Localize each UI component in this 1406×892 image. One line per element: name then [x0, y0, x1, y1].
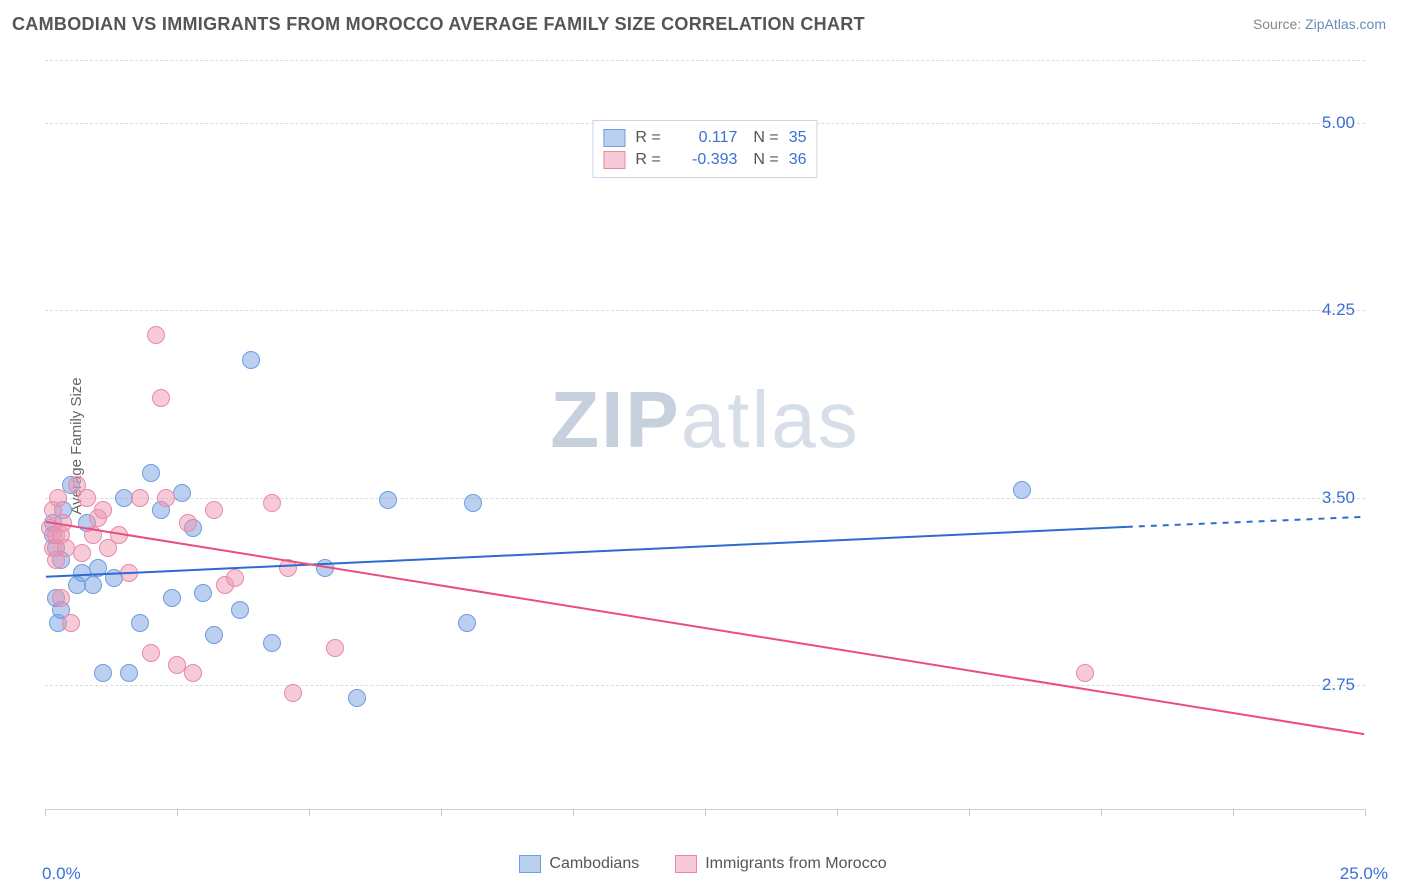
scatter-point — [179, 514, 197, 532]
x-tick — [177, 809, 178, 816]
scatter-point — [120, 564, 138, 582]
y-tick-label: 4.25 — [1322, 300, 1355, 320]
stats-row: R = -0.393 N = 36 — [603, 149, 806, 171]
scatter-point — [54, 514, 72, 532]
scatter-point — [316, 559, 334, 577]
stat-n-label: N = — [753, 129, 778, 147]
source-link[interactable]: ZipAtlas.com — [1305, 16, 1386, 32]
scatter-point — [142, 464, 160, 482]
scatter-point — [94, 501, 112, 519]
scatter-point — [157, 489, 175, 507]
x-tick — [309, 809, 310, 816]
scatter-point — [194, 584, 212, 602]
gridline — [45, 60, 1365, 61]
scatter-point — [163, 589, 181, 607]
stats-row: R = 0.117 N = 35 — [603, 127, 806, 149]
x-tick — [441, 809, 442, 816]
scatter-point — [131, 489, 149, 507]
scatter-point — [73, 544, 91, 562]
legend-item: Immigrants from Morocco — [675, 855, 886, 873]
y-tick-label: 3.50 — [1322, 488, 1355, 508]
legend-label: Immigrants from Morocco — [705, 855, 886, 873]
stat-r-value: -0.393 — [679, 151, 737, 169]
gridline — [45, 685, 1365, 686]
legend-swatch — [603, 151, 625, 169]
scatter-point — [242, 351, 260, 369]
scatter-point — [84, 576, 102, 594]
stat-r-value: 0.117 — [679, 129, 737, 147]
stats-legend-box: R = 0.117 N = 35 R = -0.393 N = 36 — [592, 120, 817, 178]
source-credit: Source: ZipAtlas.com — [1253, 16, 1386, 32]
y-tick-label: 2.75 — [1322, 675, 1355, 695]
x-tick — [705, 809, 706, 816]
scatter-point — [464, 494, 482, 512]
stat-n-value: 35 — [789, 129, 807, 147]
stat-n-value: 36 — [789, 151, 807, 169]
x-tick — [573, 809, 574, 816]
scatter-point — [279, 559, 297, 577]
stat-r-label: R = — [635, 151, 669, 169]
chart-title: CAMBODIAN VS IMMIGRANTS FROM MOROCCO AVE… — [12, 14, 865, 35]
scatter-point — [152, 389, 170, 407]
scatter-point — [1013, 481, 1031, 499]
bottom-legend: Cambodians Immigrants from Morocco — [0, 855, 1406, 878]
scatter-point — [326, 639, 344, 657]
scatter-point — [458, 614, 476, 632]
scatter-point — [184, 664, 202, 682]
x-tick — [1233, 809, 1234, 816]
chart-plot-area: 2.753.504.255.00 ZIPatlas R =0.117N =35R… — [45, 60, 1365, 810]
stat-n-label: N = — [753, 151, 778, 169]
scatter-point — [84, 526, 102, 544]
scatter-point — [205, 501, 223, 519]
scatter-point — [94, 664, 112, 682]
scatter-point — [52, 589, 70, 607]
gridline — [45, 498, 1365, 499]
x-tick — [1101, 809, 1102, 816]
gridline — [45, 310, 1365, 311]
scatter-point — [142, 644, 160, 662]
legend-swatch — [603, 129, 625, 147]
scatter-point — [263, 494, 281, 512]
scatter-point — [78, 489, 96, 507]
scatter-point — [205, 626, 223, 644]
scatter-point — [147, 326, 165, 344]
scatter-point — [379, 491, 397, 509]
scatter-point — [284, 684, 302, 702]
scatter-point — [110, 526, 128, 544]
source-prefix: Source: — [1253, 16, 1305, 32]
y-tick-label: 5.00 — [1322, 113, 1355, 133]
x-tick — [837, 809, 838, 816]
legend-item: Cambodians — [519, 855, 639, 873]
scatter-point — [263, 634, 281, 652]
x-tick — [1365, 809, 1366, 816]
scatter-point — [120, 664, 138, 682]
scatter-point — [131, 614, 149, 632]
scatter-point — [226, 569, 244, 587]
stat-r-label: R = — [635, 129, 669, 147]
scatter-point — [348, 689, 366, 707]
scatter-point — [1076, 664, 1094, 682]
scatter-point — [49, 489, 67, 507]
legend-label: Cambodians — [549, 855, 639, 873]
x-tick — [969, 809, 970, 816]
x-tick — [45, 809, 46, 816]
scatter-point — [231, 601, 249, 619]
scatter-point — [173, 484, 191, 502]
legend-swatch — [519, 855, 541, 873]
legend-swatch — [675, 855, 697, 873]
scatter-point — [62, 614, 80, 632]
